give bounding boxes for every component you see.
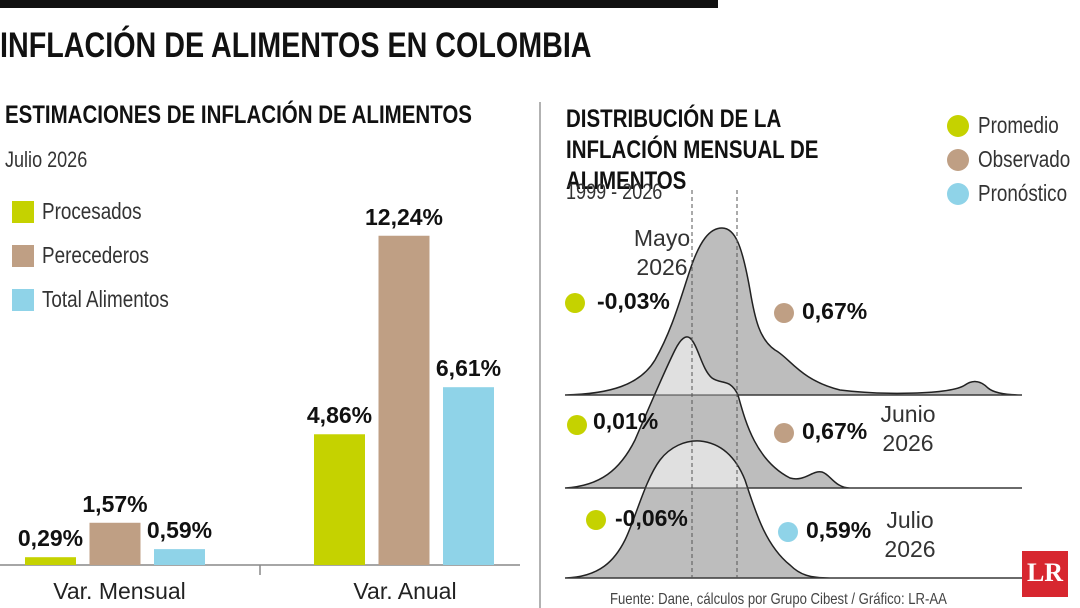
- legend-marker: [947, 183, 969, 205]
- legend-label: Total Alimentos: [42, 286, 169, 312]
- point: [774, 423, 794, 443]
- value-label: 0,59%: [806, 517, 872, 543]
- value-label: 0,67%: [802, 298, 868, 324]
- legend-swatch: [12, 289, 34, 311]
- legend-label: Observado: [978, 146, 1071, 172]
- legend-swatch: [12, 201, 34, 223]
- logo: LR: [1026, 558, 1064, 587]
- legend-marker: [947, 115, 969, 137]
- x-tick-label: Var. Mensual: [53, 578, 186, 604]
- value-label: -0,06%: [615, 505, 688, 531]
- point: [586, 510, 606, 530]
- ridge: [564, 488, 1022, 579]
- page-title: INFLACIÓN DE ALIMENTOS EN COLOMBIA: [0, 26, 592, 65]
- value-label: 0,29%: [17, 525, 84, 552]
- source: Fuente: Dane, cálculos por Grupo Cibest …: [610, 591, 947, 608]
- bar: [378, 235, 430, 565]
- value-label: 0,67%: [802, 418, 868, 444]
- legend-swatch: [12, 245, 34, 267]
- chart-title: ESTIMACIONES DE INFLACIÓN DE ALIMENTOS: [5, 101, 472, 129]
- chart-subtitle: 1999 - 2026: [566, 179, 663, 204]
- point: [778, 522, 798, 542]
- chart-subtitle: Julio 2026: [5, 147, 88, 172]
- point: [774, 303, 794, 323]
- x-tick-label: Var. Anual: [353, 578, 457, 604]
- value-label: 0,59%: [146, 517, 213, 544]
- value-label: 0,01%: [593, 408, 659, 434]
- point: [567, 415, 587, 435]
- logo-box: [1022, 551, 1068, 597]
- row-label: Julio 2026: [884, 507, 936, 562]
- row-label: Mayo 2026: [633, 225, 691, 280]
- legend-label: Procesados: [42, 198, 142, 224]
- value-label: 6,61%: [435, 355, 502, 382]
- bar: [89, 522, 141, 565]
- bar: [314, 434, 365, 565]
- row-label: Junio 2026: [880, 401, 936, 456]
- bar: [154, 549, 205, 565]
- value-label: 4,86%: [306, 402, 373, 429]
- value-label: 12,24%: [364, 203, 443, 230]
- chart-title: DISTRIBUCIÓN DE LA INFLACIÓN MENSUAL DE …: [566, 105, 819, 195]
- value-label: -0,03%: [597, 288, 670, 314]
- value-label: 1,57%: [82, 490, 148, 517]
- top-bar: [0, 0, 718, 8]
- legend-label: Pronóstico: [978, 180, 1068, 206]
- bar: [25, 557, 76, 565]
- legend-label: Promedio: [978, 112, 1059, 138]
- ridge: [644, 440, 749, 488]
- bar: [443, 387, 494, 565]
- point: [565, 293, 585, 313]
- ridge: [653, 336, 739, 395]
- legend-label: Perecederos: [42, 242, 149, 268]
- legend-marker: [947, 149, 969, 171]
- ridges: [564, 190, 1023, 579]
